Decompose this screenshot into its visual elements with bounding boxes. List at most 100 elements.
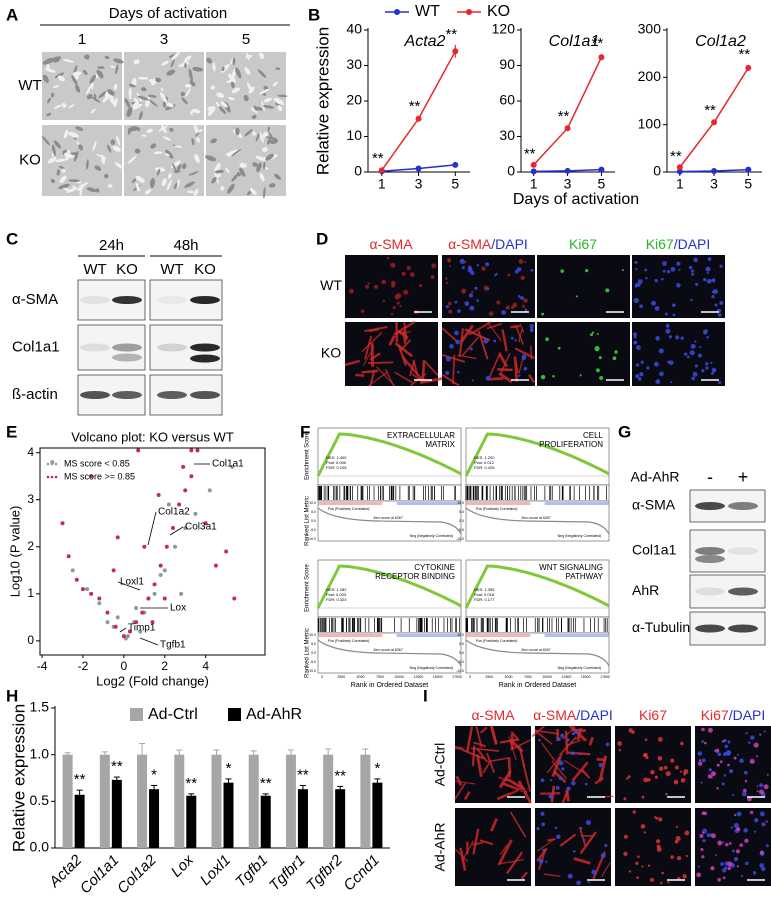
gsea-stat: FDR: 0.105 [326,465,347,470]
marker [564,125,571,132]
y-tick-label: 1 [27,586,34,600]
x-tick-label: 4 [202,659,209,673]
panel-letter: F [300,422,310,441]
rank-tick: 15000 [433,675,443,679]
point [183,488,188,493]
cell [232,57,236,66]
cell [658,817,663,822]
fiber [461,748,484,760]
marker [711,119,718,126]
cell [248,86,255,94]
cell [529,324,534,329]
fiber [498,372,513,384]
cell [718,380,722,385]
cell [394,294,400,300]
cell [744,861,749,866]
cell [66,187,77,193]
fiber [540,792,561,795]
label: Days of activation [109,5,227,22]
bar [335,789,346,848]
cell [633,297,639,304]
significance: ** [372,150,384,167]
cell [658,766,664,771]
cell [485,375,491,381]
cell [97,66,105,69]
cell [703,741,707,745]
cell [216,92,225,98]
cell [634,260,638,264]
panel-letter: H [6,686,18,705]
cell [59,175,67,183]
legend-label: WT [415,3,440,20]
cell [58,165,65,170]
cell [753,742,759,748]
cell [61,168,66,173]
micrograph [537,322,630,386]
cell [185,87,191,97]
lane-label: WT [83,261,106,278]
gsea-stat: FDR: 0.323 [326,597,347,602]
neg-label: Neg (Negatively Correlated) [410,534,453,538]
cell [137,127,141,132]
fiber [513,356,519,382]
fiber [543,873,561,878]
micrograph [124,124,204,197]
point [128,629,132,634]
cell [627,775,631,779]
metric-curve [317,507,462,535]
cell [574,730,579,734]
micrograph-bg [615,808,691,886]
cell [251,114,257,120]
metric-tick: -10.0 [456,669,464,673]
fiber [570,725,588,742]
column-header: Ki67/DAPI [646,236,711,252]
cell [274,173,282,180]
cell [672,313,676,317]
cell [571,781,576,786]
cell [690,269,695,273]
marker [745,166,752,173]
cell [162,101,167,108]
x-axis-label: Days of activation [513,191,639,208]
x-tick-label: Col1a1 [77,852,123,898]
cell [221,66,225,72]
bar [223,782,234,848]
cell [750,735,755,740]
point [152,582,157,587]
y-tick-label: 4 [27,445,34,459]
cell [49,56,57,64]
axis-label: Ranked List Metric [305,628,311,678]
cell [710,866,715,871]
cell [160,87,164,92]
cell [659,371,664,377]
cell [399,304,402,308]
neg-label: Neg (Negatively Correlated) [558,534,601,538]
cell [759,863,765,868]
cell [94,165,102,171]
fiber [394,371,414,384]
cell [719,760,723,764]
point [105,620,110,625]
leader-line [119,627,127,633]
gene-annotation: Col1a2 [158,507,190,518]
cell [268,131,274,140]
blot [77,324,146,371]
cell [486,287,490,291]
cell [598,356,602,360]
column-header: α-SMA/DAPI [448,236,528,252]
fiber [454,848,469,863]
cell [406,265,411,271]
fiber [361,332,383,353]
header-part: /DAPI [674,236,711,252]
fiber [486,752,496,773]
fiber [409,360,415,377]
point [177,502,182,507]
cell [640,824,646,829]
cell [174,145,183,149]
cell [207,106,216,112]
cell [277,105,283,112]
legend-label: MS score < 0.85 [64,458,130,468]
y-tick-label: 1.0 [30,745,50,761]
cell [523,366,528,371]
cell [692,371,698,377]
